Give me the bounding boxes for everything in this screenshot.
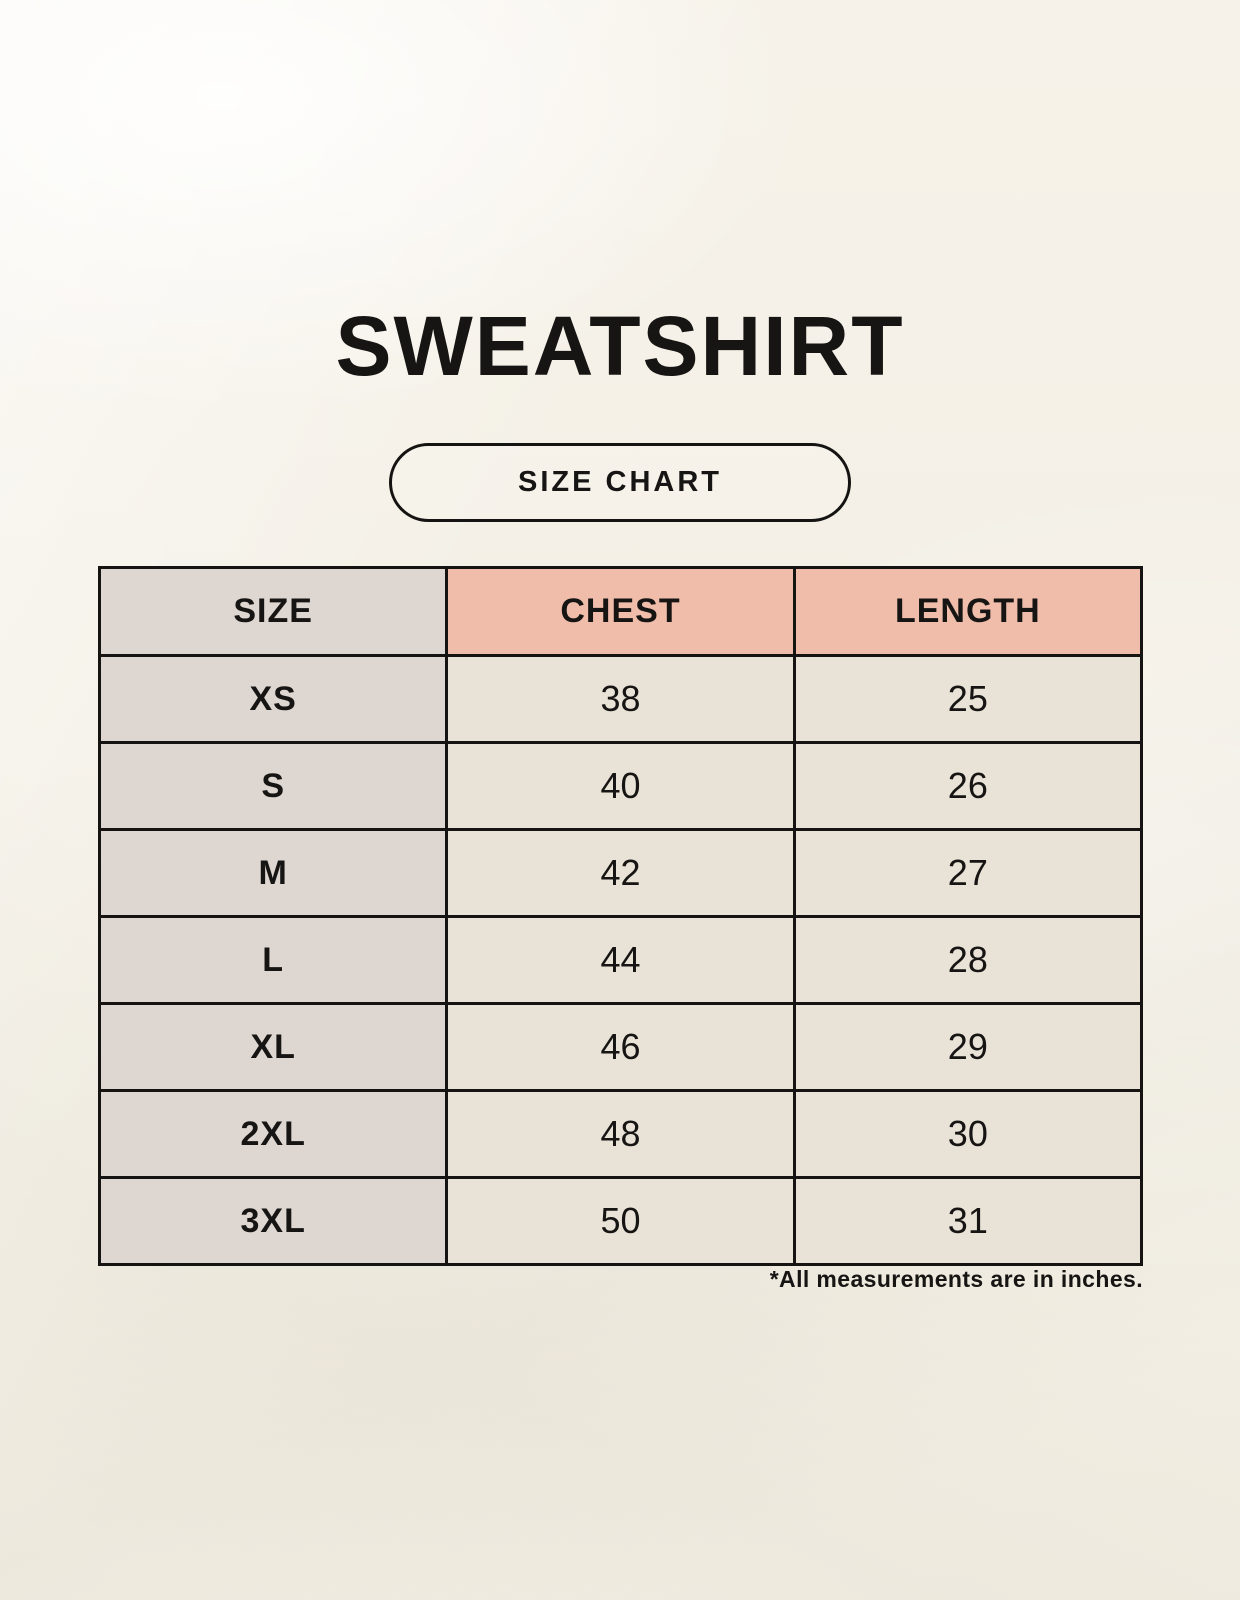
chest-value: 42 (445, 828, 796, 918)
size-label-l: L (97, 915, 449, 1005)
table-row: 3XL 50 31 (97, 1176, 1144, 1266)
chest-value: 48 (445, 1089, 796, 1179)
length-value: 26 (792, 741, 1144, 831)
length-value: 30 (792, 1089, 1144, 1179)
size-table-header: SIZE CHEST LENGTH (97, 566, 1144, 657)
table-row: S 40 26 (97, 741, 1144, 831)
table-row: L 44 28 (97, 915, 1144, 1005)
length-value: 27 (792, 828, 1144, 918)
length-value: 29 (792, 1002, 1144, 1092)
column-header-length: LENGTH (792, 566, 1144, 657)
length-value: 25 (792, 654, 1144, 744)
size-label-xs: XS (97, 654, 449, 744)
chest-value: 40 (445, 741, 796, 831)
table-row: M 42 27 (97, 828, 1144, 918)
length-value: 28 (792, 915, 1144, 1005)
measurement-note: *All measurements are in inches. (769, 1266, 1143, 1292)
chest-value: 44 (445, 915, 796, 1005)
size-table-body: XS 38 25 S 40 26 M 42 27 L 44 28 XL 46 29 2XL 48 30 3XL 50 3… (97, 654, 1144, 1266)
size-label-s: S (97, 741, 449, 831)
size-label-m: M (97, 828, 449, 918)
header-row: SIZE CHEST LENGTH (97, 566, 1144, 657)
chest-value: 50 (445, 1176, 796, 1266)
size-chart-badge[interactable]: SIZE CHART (389, 443, 851, 522)
table-row: 2XL 48 30 (97, 1089, 1144, 1179)
size-label-3xl: 3XL (97, 1176, 449, 1266)
size-chart-badge-label: SIZE CHART (518, 466, 722, 498)
page-title: SWEATSHIRT (335, 299, 905, 393)
size-label-xl: XL (97, 1002, 449, 1092)
table-row: XL 46 29 (97, 1002, 1144, 1092)
chest-value: 46 (445, 1002, 796, 1092)
column-header-size: SIZE (97, 566, 449, 657)
length-value: 31 (792, 1176, 1144, 1266)
table-row: XS 38 25 (97, 654, 1144, 744)
size-table: SIZE CHEST LENGTH XS 38 25 S 40 26 M 42 27 L 44 28 XL 4… (97, 566, 1144, 1266)
column-header-chest: CHEST (445, 566, 796, 657)
chest-value: 38 (445, 654, 796, 744)
size-label-2xl: 2XL (97, 1089, 449, 1179)
